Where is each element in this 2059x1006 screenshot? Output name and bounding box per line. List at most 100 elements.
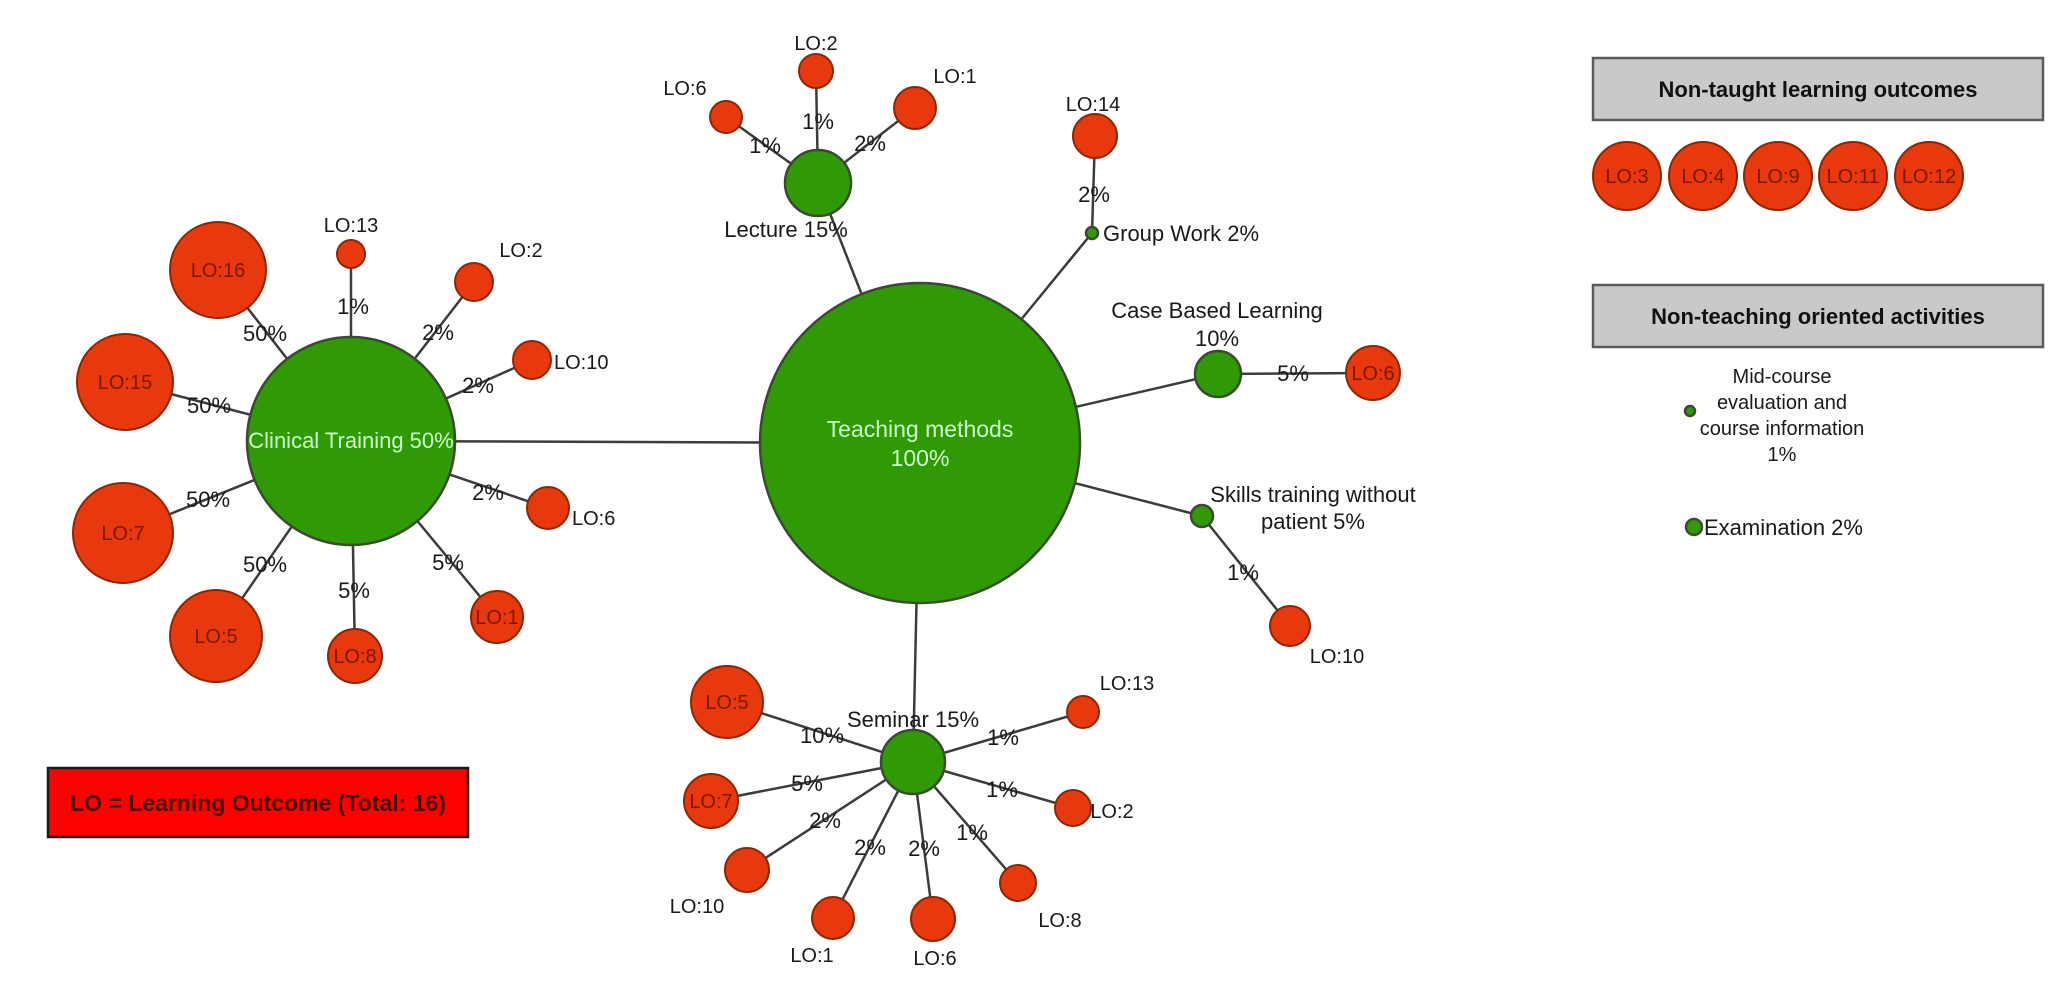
legend-non-taught-title: Non-taught learning outcomes (1659, 77, 1978, 102)
lecture-lo2-pct: 1% (802, 109, 834, 134)
edge-seminar-lo7 (710, 760, 914, 803)
edge-labels: 50% 1% 2% 2% 2% 5% 5% 50% 50% 50% 1% 1% … (186, 109, 1309, 861)
clinical-lo7-node (72, 482, 174, 584)
legend-lo12-label: LO:12 (1902, 166, 1956, 188)
skills-label-line1: Skills training without (1210, 482, 1415, 507)
seminar-lo10-node (724, 847, 770, 893)
clinical-lo1-label: LO:1 (475, 607, 518, 629)
clinical-lo1-node (470, 590, 524, 644)
seminar-node (879, 728, 947, 796)
mid-course-line4: 1% (1768, 444, 1797, 466)
clinical-lo8-node (327, 628, 383, 684)
group-work-label: Group Work 2% (1103, 221, 1259, 246)
case-based-lo6-node (1345, 345, 1401, 401)
seminar-lo13-node (1066, 695, 1100, 729)
lecture-label: Lecture 15% (724, 217, 848, 242)
clinical-lo5-pct: 50% (243, 552, 287, 577)
group-work-lo14-node (1072, 113, 1118, 159)
clinical-lo16-node (169, 221, 267, 319)
legend-activities: Non-teaching oriented activities Mid-cou… (1591, 283, 2045, 540)
legend-lo3-label: LO:3 (1605, 166, 1648, 188)
clinical-lo16-label: LO:16 (191, 260, 245, 282)
clinical-training-node (245, 335, 457, 547)
legend-activities-header-box (1591, 283, 2045, 349)
clinical-lo10-node (512, 340, 552, 380)
clinical-training-label: Clinical Training 50% (248, 428, 453, 453)
seminar-lo8-label: LO:8 (1038, 910, 1081, 932)
lecture-lo6-pct: 1% (749, 133, 781, 158)
legend-lo9-label: LO:9 (1756, 166, 1799, 188)
seminar-lo7-pct: 5% (791, 771, 823, 796)
legend-non-taught-header-box (1591, 56, 2045, 122)
legend-lo11-node (1818, 141, 1888, 211)
mid-course-dot (1683, 404, 1697, 418)
clinical-lo15-label: LO:15 (98, 372, 152, 394)
clinical-lo10-label: LO:10 (554, 352, 608, 374)
seminar-lo6-label: LO:6 (913, 948, 956, 970)
seminar-lo2-node (1054, 789, 1092, 827)
clinical-lo13-label: LO:13 (324, 215, 378, 237)
lecture-lo1-node (893, 86, 937, 130)
examination-dot (1684, 517, 1704, 537)
seminar-lo13-label: LO:13 (1100, 673, 1154, 695)
clinical-lo2-pct: 2% (422, 320, 454, 345)
lecture-lo1-label: LO:1 (933, 66, 976, 88)
legend-lo12-node (1894, 141, 1964, 211)
clinical-lo6-node (526, 486, 570, 530)
clinical-lo13-pct: 1% (337, 294, 369, 319)
clinical-lo16-pct: 50% (243, 321, 287, 346)
skills-training-node (1189, 503, 1215, 529)
seminar-lo7-node (683, 773, 739, 829)
clinical-lo8-label: LO:8 (333, 646, 376, 668)
legend-lo3-node (1592, 141, 1662, 211)
lecture-lo6-label: LO:6 (663, 78, 706, 100)
seminar-lo1-node (811, 896, 855, 940)
clinical-lo13-node (336, 239, 366, 269)
legend-non-taught: Non-taught learning outcomes LO:3 LO:4 L… (1591, 56, 2045, 211)
seminar-lo2-pct: 1% (986, 777, 1018, 802)
footnote-box (46, 766, 470, 839)
lecture-lo2-node (798, 53, 834, 89)
legend-lo11-label: LO:11 (1827, 166, 1880, 188)
seminar-lo8-pct: 1% (956, 820, 988, 845)
seminar-lo6-pct: 2% (908, 836, 940, 861)
clinical-lo15-pct: 50% (187, 393, 231, 418)
clinical-lo2-node (454, 262, 494, 302)
skills-lo10-pct: 1% (1227, 560, 1259, 585)
clinical-lo10-pct: 2% (462, 373, 494, 398)
nodes (72, 53, 1401, 942)
seminar-label: Seminar 15% (847, 707, 979, 732)
footnote-text: LO = Learning Outcome (Total: 16) (70, 790, 446, 816)
seminar-lo1-label: LO:1 (790, 945, 833, 967)
clinical-lo6-label: LO:6 (572, 508, 615, 530)
clinical-lo8-pct: 5% (338, 578, 370, 603)
seminar-lo2-label: LO:2 (1090, 801, 1133, 823)
teaching-methods-label-line1: Teaching methods (827, 416, 1014, 442)
legend-lo4-node (1668, 141, 1738, 211)
seminar-lo8-node (999, 864, 1037, 902)
node-labels: Teaching methods 100% Clinical Training … (98, 33, 1416, 970)
seminar-lo13-pct: 1% (987, 725, 1019, 750)
case-based-label-line2: 10% (1195, 326, 1239, 351)
seminar-lo10-label: LO:10 (670, 896, 724, 918)
mid-course-line3: course information (1700, 418, 1865, 440)
seminar-lo1-pct: 2% (854, 835, 886, 860)
clinical-lo15-node (76, 333, 174, 431)
legend-lo4-label: LO:4 (1681, 166, 1724, 188)
seminar-lo6-node (910, 896, 956, 942)
footnote: LO = Learning Outcome (Total: 16) (46, 766, 470, 839)
legend-lo9-node (1743, 141, 1813, 211)
clinical-lo7-pct: 50% (186, 487, 230, 512)
clinical-lo6-pct: 2% (472, 480, 504, 505)
edge-skills-lo10 (1201, 515, 1291, 627)
clinical-lo5-label: LO:5 (194, 626, 237, 648)
teaching-methods-label-line2: 100% (891, 445, 950, 471)
seminar-lo5-pct: 10% (800, 723, 844, 748)
lecture-lo2-label: LO:2 (794, 33, 837, 55)
clinical-lo5-node (169, 589, 263, 683)
case-based-learning-node (1193, 349, 1243, 399)
case-based-lo6-pct: 5% (1277, 361, 1309, 386)
case-based-lo6-label: LO:6 (1351, 363, 1394, 385)
